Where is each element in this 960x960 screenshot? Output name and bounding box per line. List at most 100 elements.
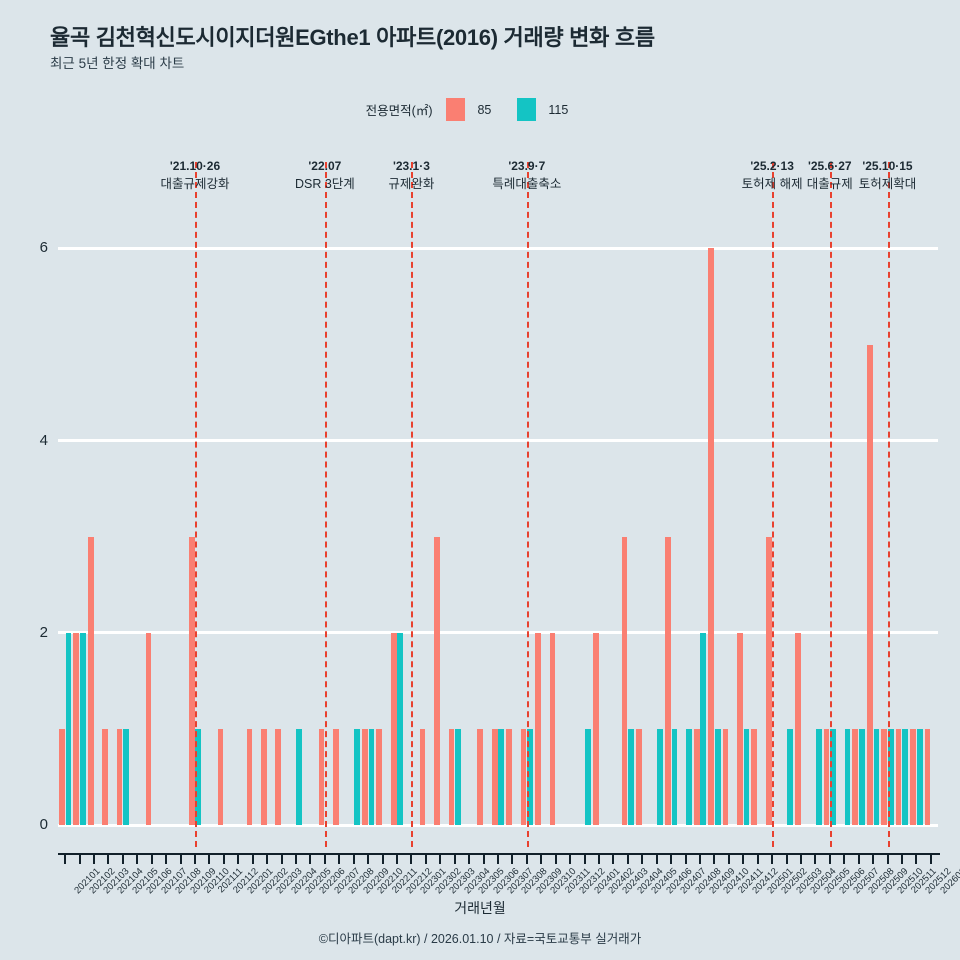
bar-115-202307[interactable] — [498, 728, 505, 825]
bar-85-202202[interactable] — [246, 728, 253, 825]
bar-85-202110[interactable] — [188, 536, 195, 825]
bar-85-202410[interactable] — [708, 248, 714, 825]
bar-85-202310[interactable] — [535, 632, 541, 825]
bar-85-202501[interactable] — [751, 728, 758, 825]
bar-85-202103[interactable] — [87, 536, 94, 825]
bar-115-202401[interactable] — [584, 728, 591, 825]
bar-115-202102[interactable] — [80, 632, 86, 825]
bar-85-202402[interactable] — [592, 632, 599, 825]
bar-115-202101[interactable] — [65, 632, 72, 825]
bar-85-202207[interactable] — [318, 728, 325, 825]
bar-85-202412[interactable] — [737, 632, 743, 825]
x-tick — [785, 853, 788, 864]
bar-85-202302[interactable] — [419, 728, 426, 825]
bar-115-202209[interactable] — [354, 728, 360, 825]
bar-115-202506[interactable] — [830, 728, 836, 825]
bar-85-202102[interactable] — [73, 632, 80, 825]
x-tick — [554, 853, 557, 864]
bar-85-202104[interactable] — [102, 728, 109, 825]
bar-85-202508[interactable] — [852, 728, 859, 825]
gridline — [58, 631, 938, 635]
x-tick — [597, 853, 600, 864]
x-tick — [352, 853, 355, 864]
x-tick — [121, 853, 124, 864]
bar-115-202210[interactable] — [368, 728, 375, 825]
bar-115-202408[interactable] — [685, 728, 692, 825]
bar-85-202510[interactable] — [881, 728, 888, 825]
bar-85-202306[interactable] — [477, 728, 484, 825]
bars-layer — [58, 210, 938, 825]
bar-85-202308[interactable] — [506, 728, 512, 825]
event-line-202110 — [195, 162, 198, 847]
bar-85-202512[interactable] — [910, 728, 916, 825]
bar-85-202411[interactable] — [722, 728, 729, 825]
bar-85-202506[interactable] — [823, 728, 830, 825]
x-tick — [309, 853, 312, 864]
bar-115-202509[interactable] — [873, 728, 880, 825]
bar-115-202510[interactable] — [887, 728, 894, 825]
bar-85-202212[interactable] — [390, 632, 397, 825]
legend-swatch-115 — [517, 98, 537, 121]
x-tick — [453, 853, 456, 864]
bar-85-202303[interactable] — [434, 536, 440, 825]
bar-85-202107[interactable] — [145, 632, 152, 825]
event-date: '25.10·15 — [862, 159, 913, 173]
legend-item-85[interactable]: 85 — [446, 98, 491, 121]
x-tick — [900, 853, 903, 864]
event-annotation-202309: '23.9·7 특례대출축소 — [457, 158, 597, 194]
bar-115-202407[interactable] — [671, 728, 678, 825]
bar-85-202309[interactable] — [520, 728, 527, 825]
bar-85-202404[interactable] — [621, 536, 628, 825]
bar-115-202512[interactable] — [916, 728, 923, 825]
bar-85-202509[interactable] — [866, 344, 873, 825]
legend-item-115[interactable]: 115 — [517, 98, 568, 121]
x-tick — [396, 853, 399, 864]
bar-115-202511[interactable] — [902, 728, 909, 825]
bar-85-202307[interactable] — [491, 728, 498, 825]
bar-85-202101[interactable] — [59, 728, 65, 825]
bar-85-202304[interactable] — [448, 728, 455, 825]
bar-85-202409[interactable] — [693, 728, 700, 825]
x-tick — [655, 853, 658, 864]
bar-115-202503[interactable] — [786, 728, 793, 825]
bar-85-202407[interactable] — [664, 536, 671, 825]
x-tick — [64, 853, 67, 864]
chart-legend: 전용면적(㎡) 85 115 — [0, 98, 960, 121]
bar-115-202508[interactable] — [859, 728, 865, 825]
bar-115-202309[interactable] — [527, 728, 534, 825]
bar-85-202204[interactable] — [275, 728, 282, 825]
bar-115-202205[interactable] — [296, 728, 303, 825]
x-tick — [540, 853, 543, 864]
bar-85-202112[interactable] — [217, 728, 224, 825]
bar-115-202505[interactable] — [815, 728, 822, 825]
bar-115-202406[interactable] — [657, 728, 663, 825]
y-tick-label: 0 — [39, 816, 48, 833]
event-line-202309 — [526, 162, 529, 847]
x-tick — [338, 853, 341, 864]
event-line-202506 — [829, 162, 832, 847]
x-tick — [295, 853, 298, 864]
x-tick — [828, 853, 831, 864]
bar-85-202502[interactable] — [765, 536, 772, 825]
bar-115-202212[interactable] — [397, 632, 404, 825]
bar-115-202410[interactable] — [714, 728, 721, 825]
event-name: 대출규제 — [806, 177, 853, 192]
bar-85-202203[interactable] — [260, 728, 267, 825]
bar-85-202211[interactable] — [376, 728, 383, 825]
bar-85-202511[interactable] — [895, 728, 902, 825]
bar-115-202412[interactable] — [743, 728, 750, 825]
gridline — [58, 823, 938, 827]
bar-85-202208[interactable] — [333, 728, 339, 825]
bar-115-202105[interactable] — [123, 728, 130, 825]
bar-85-202405[interactable] — [636, 728, 642, 825]
bar-85-202601[interactable] — [924, 728, 931, 825]
bar-85-202105[interactable] — [116, 728, 123, 825]
bar-85-202210[interactable] — [361, 728, 368, 825]
bar-115-202409[interactable] — [700, 632, 707, 825]
bar-115-202404[interactable] — [628, 728, 635, 825]
bar-115-202507[interactable] — [844, 728, 851, 825]
bar-85-202504[interactable] — [794, 632, 801, 825]
bar-85-202311[interactable] — [549, 632, 556, 825]
bar-115-202110[interactable] — [195, 728, 202, 825]
bar-115-202304[interactable] — [455, 728, 461, 825]
